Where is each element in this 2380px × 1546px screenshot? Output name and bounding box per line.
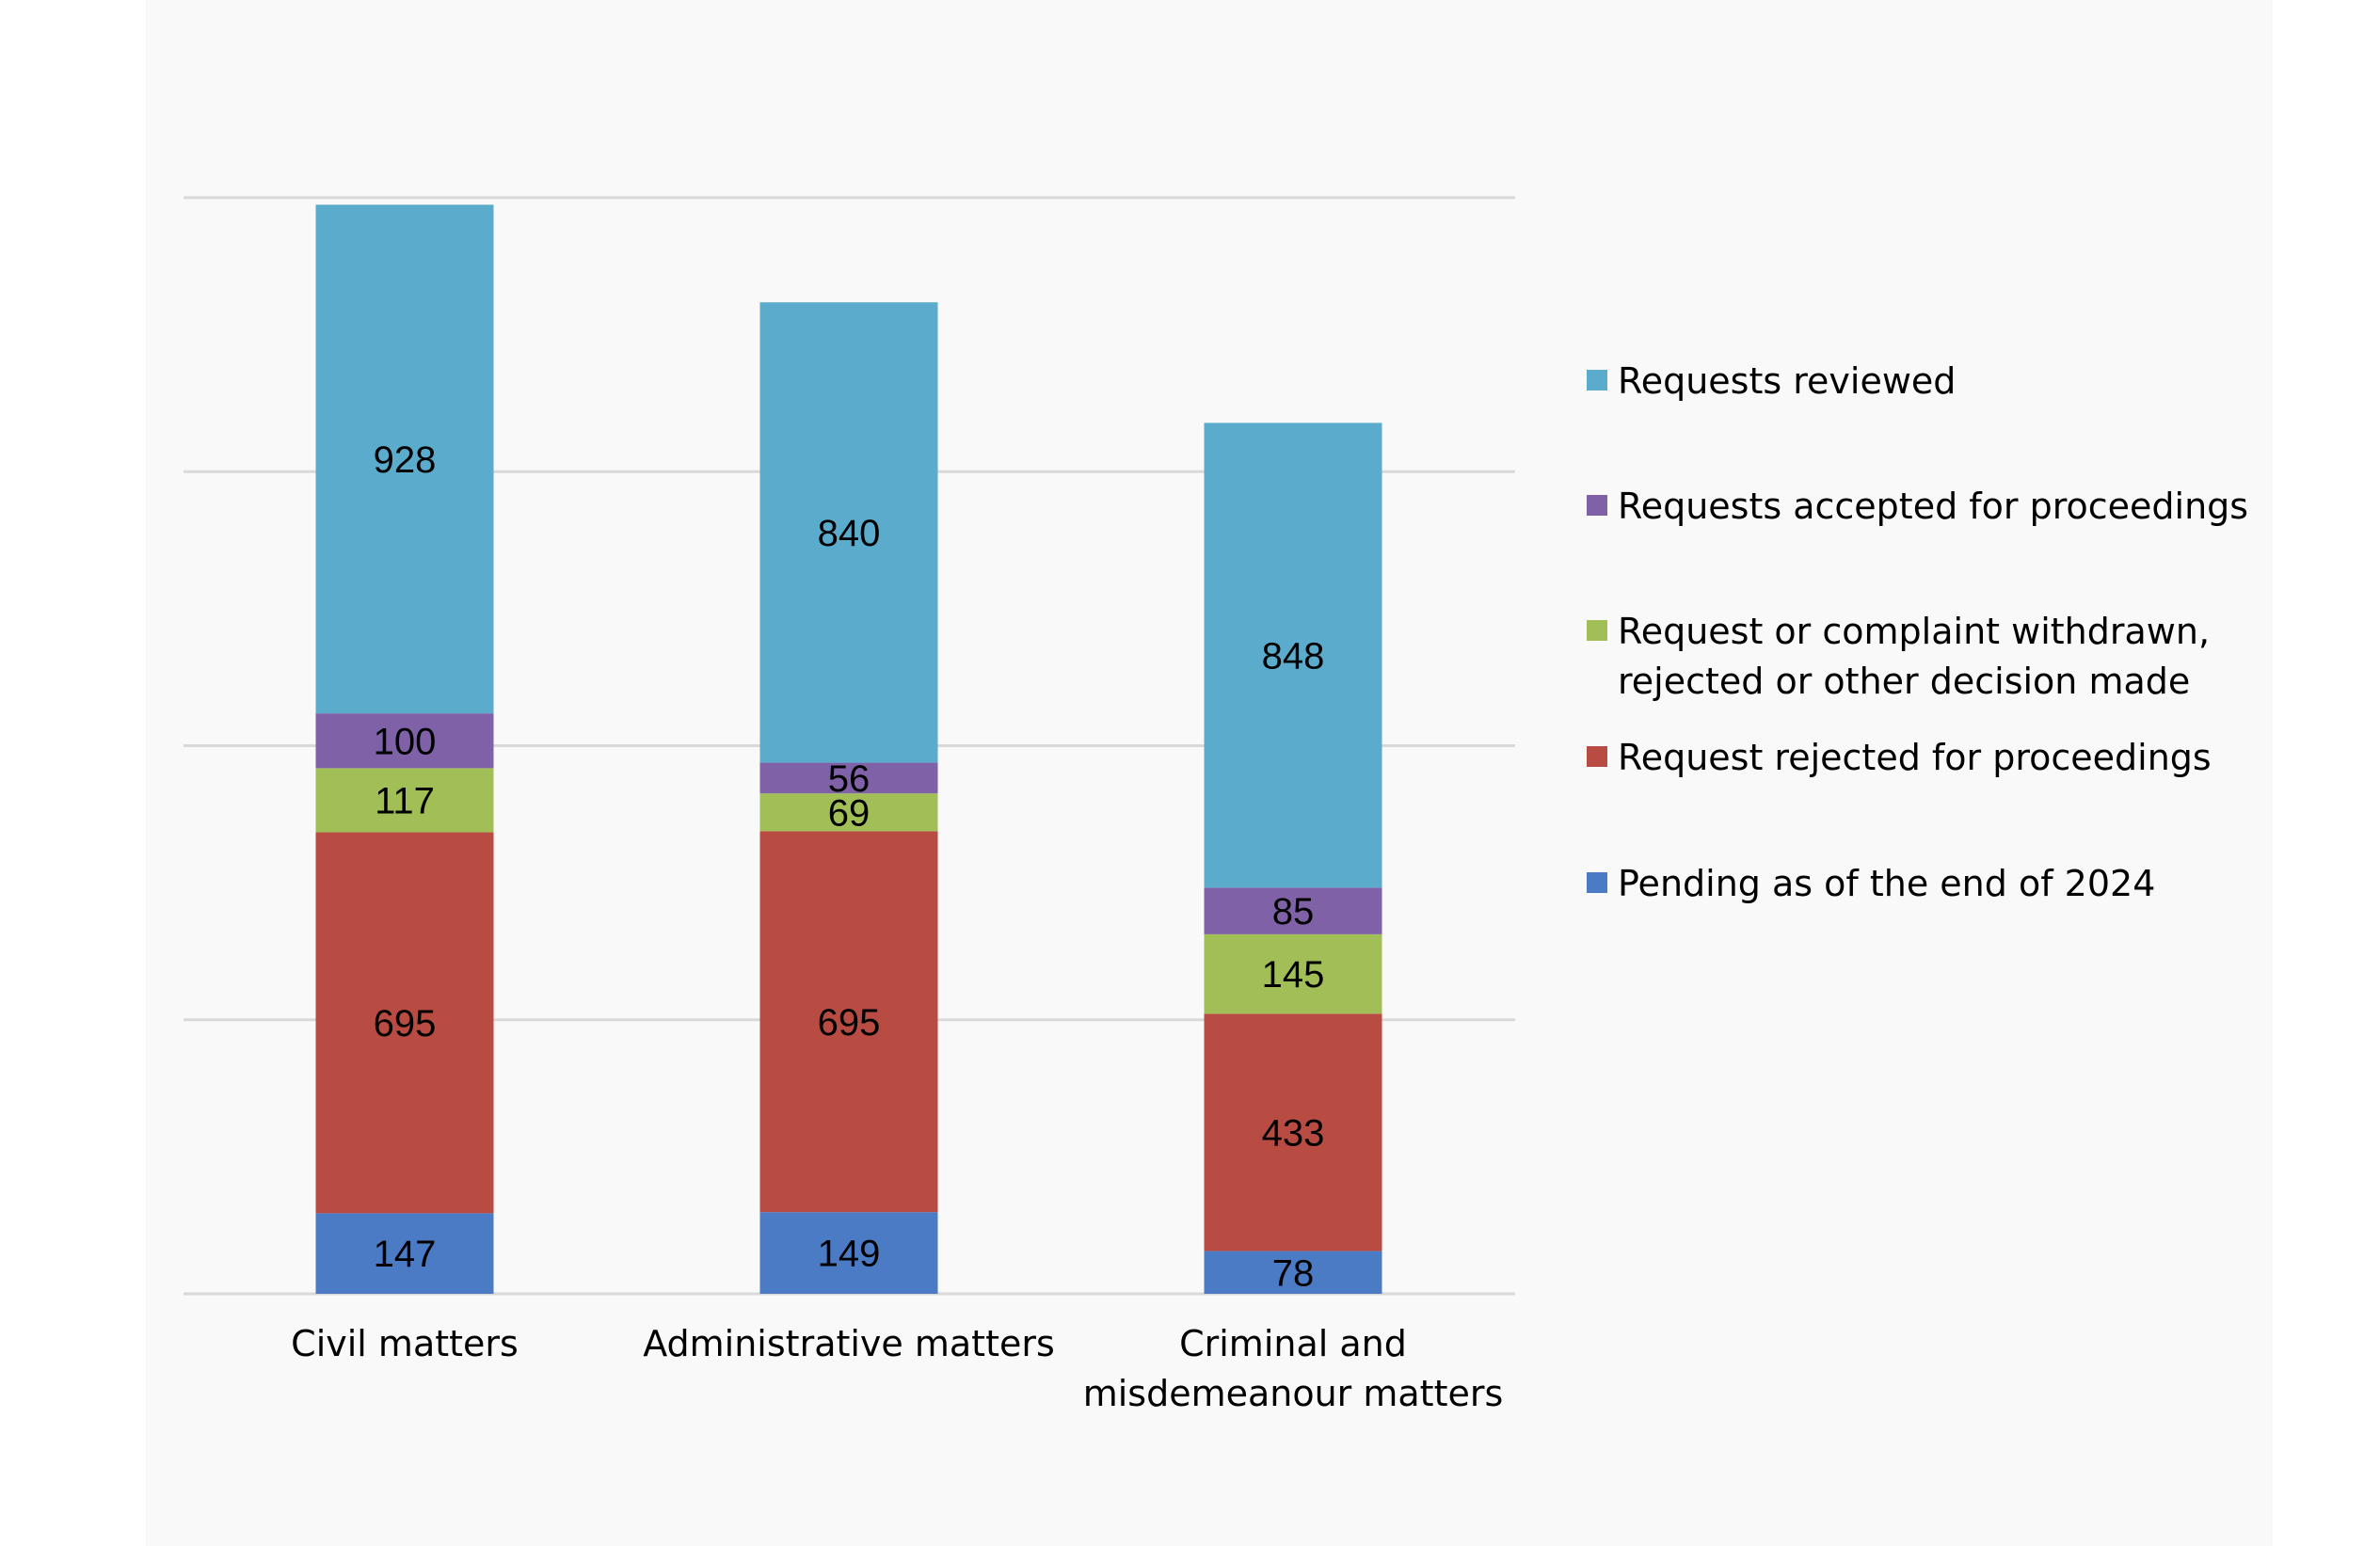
legend-label-line: Requests accepted for proceedings: [1618, 486, 2248, 527]
data-label: 117: [375, 780, 435, 821]
bar-segment: [1204, 887, 1382, 934]
data-label: 147: [374, 1234, 437, 1275]
legend-label-line: Request or complaint withdrawn,: [1618, 611, 2210, 652]
bar-segment: [1204, 1013, 1382, 1251]
legend-label-line: Requests reviewed: [1618, 360, 1956, 402]
legend-swatch: [1587, 495, 1607, 516]
legend: Requests reviewed Requests accepted for p…: [1587, 360, 2248, 904]
legend-swatch: [1587, 746, 1607, 767]
bar-segment: [1204, 933, 1382, 1014]
legend-swatch: [1587, 620, 1607, 641]
x-tick-label: Administrative matters: [643, 1323, 1055, 1364]
legend-label: Requests accepted for proceedings: [1618, 486, 2248, 527]
bar-segment: [759, 302, 938, 763]
bar-segment: [315, 204, 494, 714]
data-label: 69: [828, 792, 871, 834]
data-label: 56: [828, 758, 871, 800]
legend-label: Requests reviewed: [1618, 360, 1956, 402]
data-label: 695: [374, 1003, 437, 1044]
data-label: 145: [1262, 954, 1325, 996]
bar-segment: [315, 768, 494, 833]
data-label: 433: [1262, 1112, 1325, 1154]
bar-segment: [315, 832, 494, 1214]
legend-swatch: [1587, 370, 1607, 390]
bar-segment: [759, 793, 938, 832]
bar-segment: [759, 831, 938, 1213]
x-tick-labels: Civil matters Administrative matters Crimi…: [291, 1323, 1503, 1414]
x-tick-label-line: Administrative matters: [643, 1323, 1055, 1364]
data-label: 78: [1272, 1252, 1315, 1294]
bar-segment: [759, 1212, 938, 1294]
bar-segment: [759, 762, 938, 794]
x-tick-label: Civil matters: [291, 1323, 519, 1364]
legend-label-line: Request rejected for proceedings: [1618, 737, 2212, 778]
bar-segment: [1204, 1251, 1382, 1294]
data-label: 848: [1262, 635, 1325, 677]
legend-swatch: [1587, 872, 1607, 893]
data-label: 100: [374, 721, 437, 762]
legend-label: Pending as of the end of 2024: [1618, 863, 2155, 904]
legend-label: Request rejected for proceedings: [1618, 737, 2212, 778]
data-label: 85: [1272, 891, 1315, 932]
bar-segment: [315, 713, 494, 769]
bar-segment: [1204, 422, 1382, 888]
x-tick-label-line: Criminal and: [1179, 1323, 1407, 1364]
x-tick-label: Criminal and misdemeanour matters: [1083, 1323, 1504, 1414]
data-label: 695: [818, 1002, 881, 1044]
legend-label-line: rejected or other decision made: [1618, 661, 2190, 702]
x-tick-label-line: Civil matters: [291, 1323, 519, 1364]
data-label: 149: [818, 1234, 881, 1275]
bar-segment: [315, 1213, 494, 1294]
x-tick-label-line: misdemeanour matters: [1083, 1373, 1504, 1414]
legend-label: Request or complaint withdrawn, rejected …: [1618, 611, 2210, 702]
data-label: 928: [374, 439, 437, 481]
data-label: 840: [818, 513, 881, 554]
legend-label-line: Pending as of the end of 2024: [1618, 863, 2155, 904]
